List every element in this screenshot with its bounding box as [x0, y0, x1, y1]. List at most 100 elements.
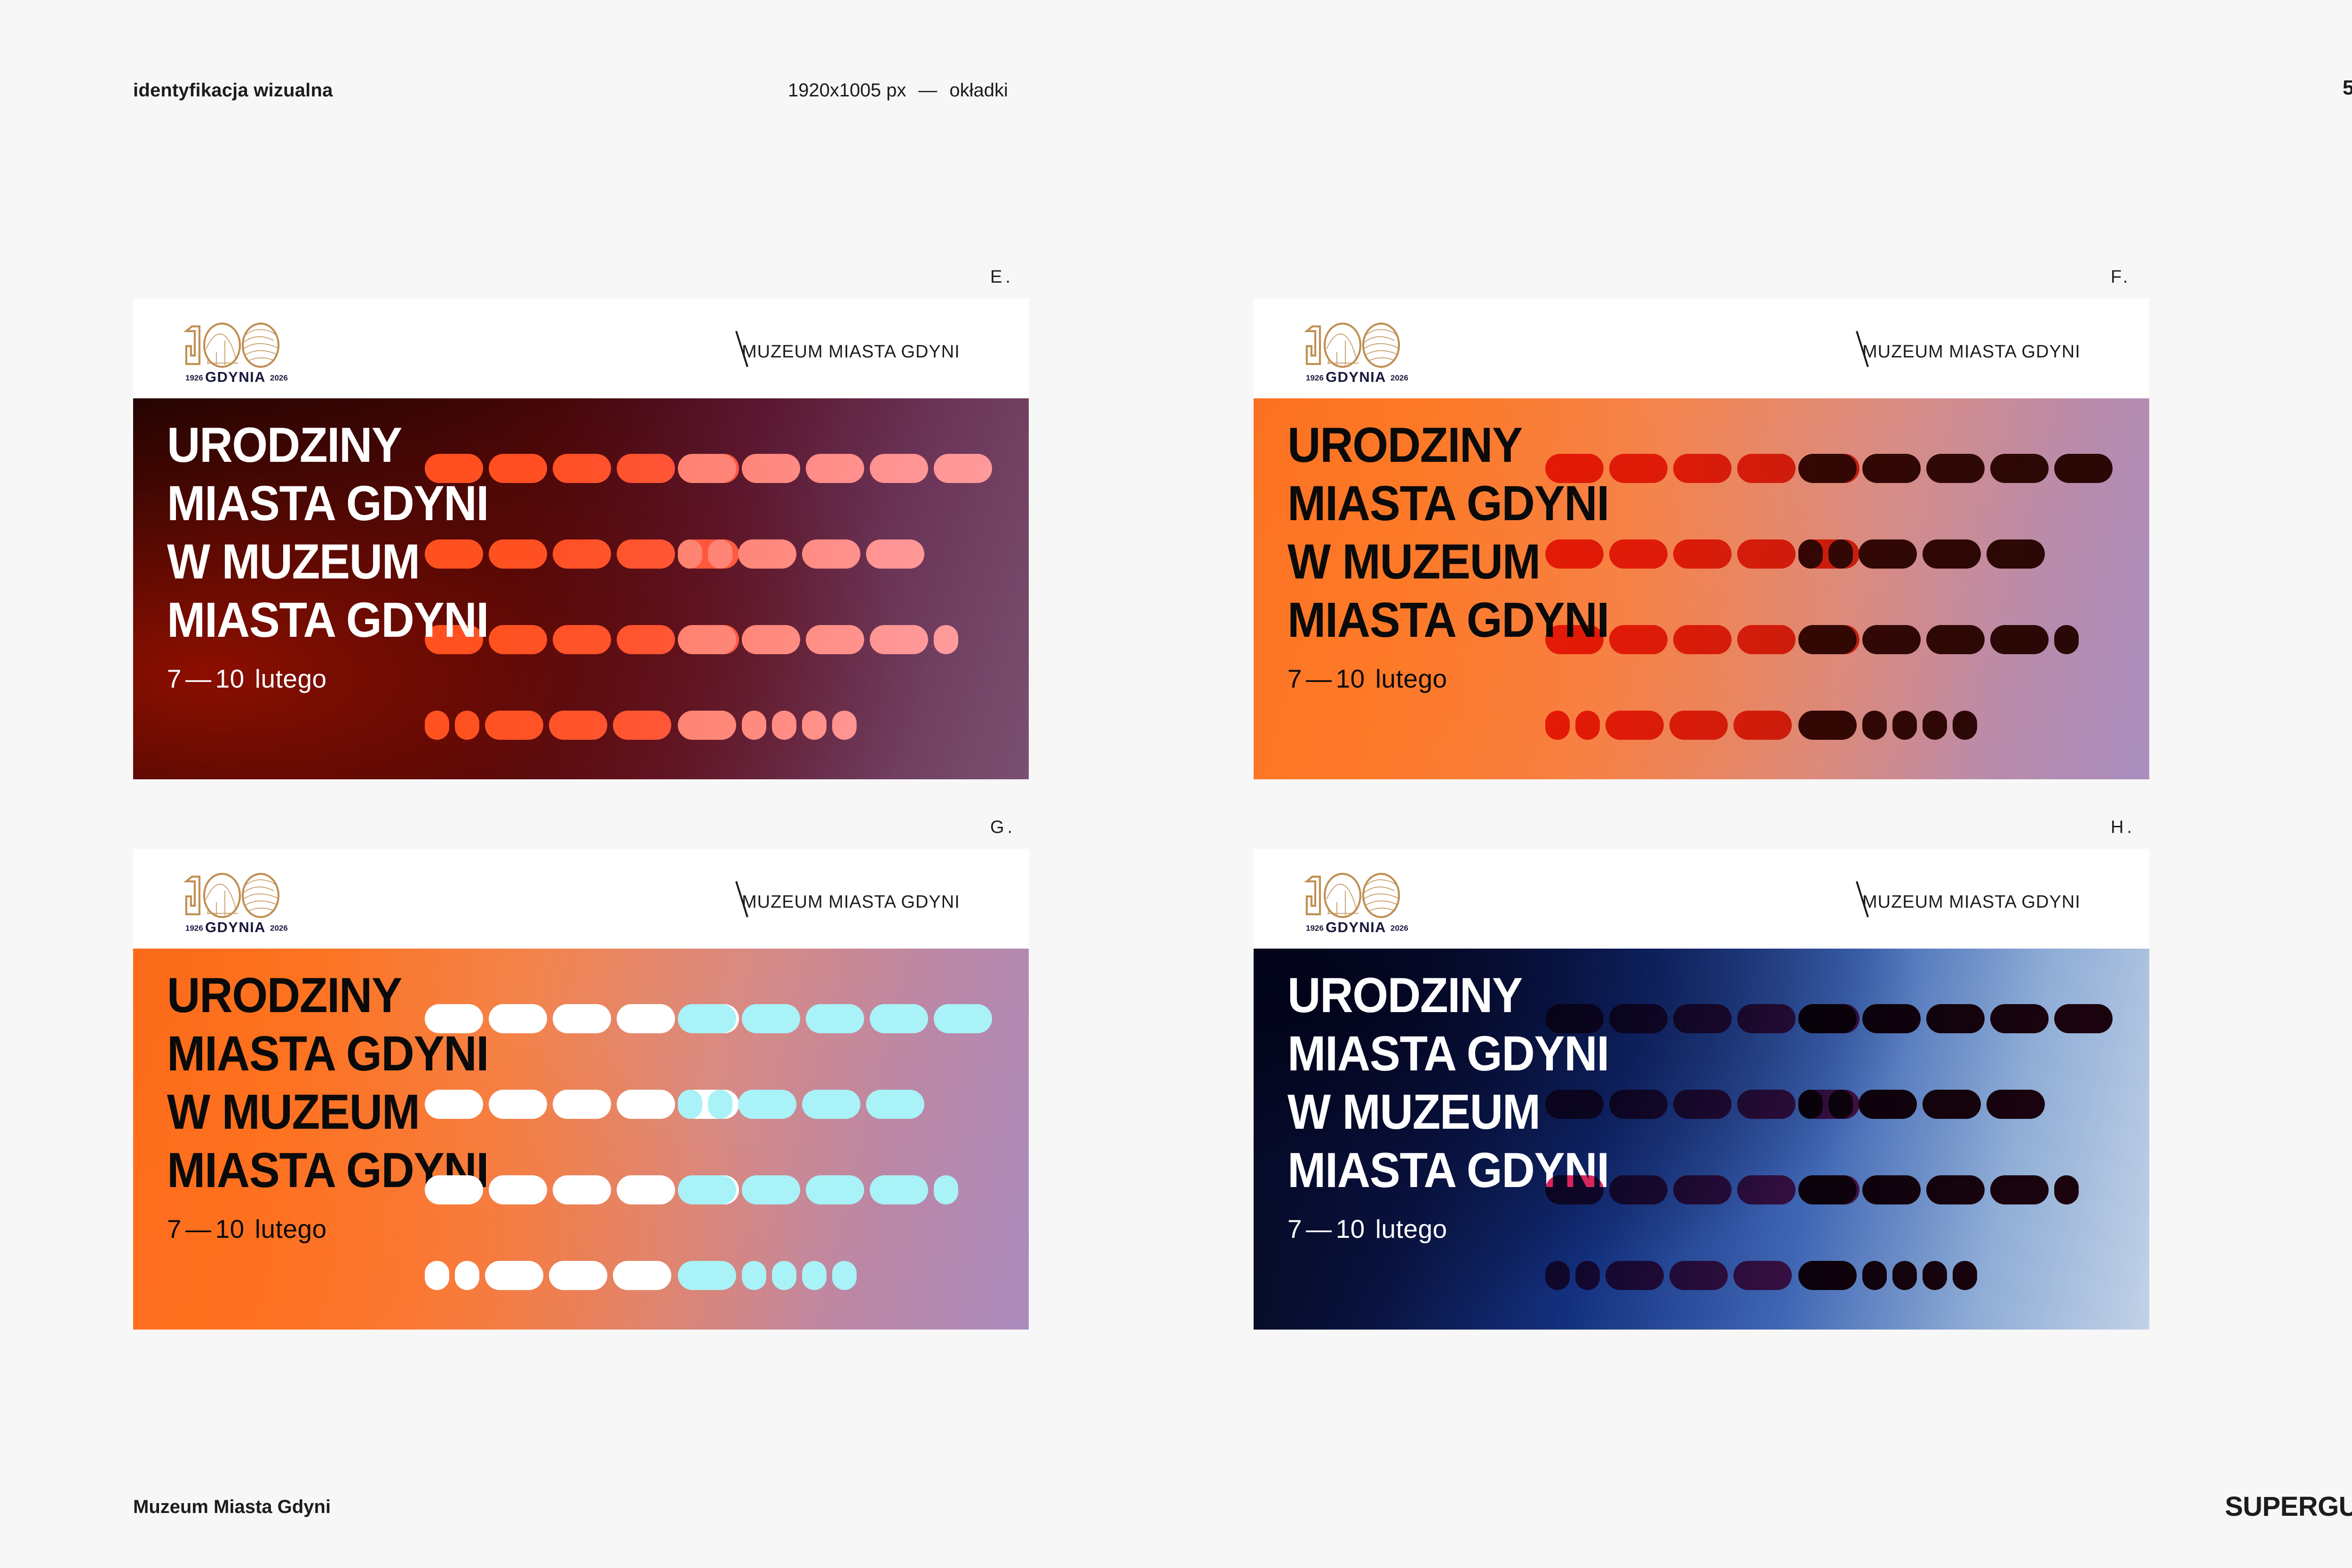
pill	[553, 625, 611, 654]
pill	[1828, 539, 1853, 569]
pill	[1545, 711, 1570, 740]
pill-gap	[1570, 1275, 1575, 1276]
headline-line-1: URODZINY	[1287, 968, 1523, 1023]
pill-gap	[547, 1104, 553, 1105]
pill-gap	[796, 725, 802, 726]
pill-gap	[1604, 1104, 1609, 1105]
pill	[1575, 711, 1600, 740]
pill-gap	[1887, 1275, 1892, 1276]
date-month: lutego	[1375, 1214, 1447, 1243]
pill	[1926, 1175, 1985, 1204]
pill-row	[1798, 711, 1977, 740]
pill-gap	[1947, 1275, 1953, 1276]
pill	[1990, 1175, 2049, 1204]
poster-artwork: URODZINY MIASTA GDYNI W MUZEUM MIASTA GD…	[1254, 949, 2149, 1330]
pill	[1609, 1090, 1668, 1119]
svg-text:GDYNIA: GDYNIA	[205, 919, 266, 934]
card-logo-band: 1926 GDYNIA 2026 MUZEUM MIASTA GDYNI	[1254, 849, 2149, 949]
pill-row	[678, 454, 992, 483]
pill-gap	[547, 468, 553, 469]
pill	[1923, 711, 1947, 740]
pill	[1669, 711, 1728, 740]
pill-gap	[1947, 725, 1953, 726]
svg-text:MUZEUM MIASTA GDYNI: MUZEUM MIASTA GDYNI	[742, 342, 960, 362]
pill	[1862, 1175, 1921, 1204]
pill-gap	[483, 468, 489, 469]
card-logo-band: 1926 GDYNIA 2026 MUZEUM MIASTA GDYNI	[133, 299, 1029, 398]
pill	[870, 1175, 928, 1204]
pill	[678, 625, 736, 654]
pill	[1862, 711, 1887, 740]
card-label-e: E.	[990, 267, 1014, 287]
pill-gap	[1857, 1275, 1862, 1276]
pill-gap	[702, 1104, 708, 1105]
pill-gap	[611, 468, 617, 469]
pill	[617, 454, 675, 483]
pill	[489, 1004, 547, 1033]
pill	[772, 711, 796, 740]
pill	[425, 1261, 449, 1290]
pill-row	[678, 625, 958, 654]
pill	[1673, 1004, 1732, 1033]
date-dash: —	[185, 1214, 212, 1243]
pill	[678, 711, 736, 740]
pill-gap	[796, 1275, 802, 1276]
pill	[1798, 1090, 1823, 1119]
pill	[1737, 625, 1796, 654]
pill	[553, 1175, 611, 1204]
pill	[806, 1004, 864, 1033]
pill	[1733, 711, 1792, 740]
pill-gap	[607, 1275, 613, 1276]
pill	[553, 1090, 611, 1119]
cover-card-f[interactable]: 1926 GDYNIA 2026 MUZEUM MIASTA GDYNI URO…	[1254, 299, 2149, 779]
pill-row	[678, 1175, 958, 1204]
pill-row	[678, 1004, 992, 1033]
pill	[1609, 625, 1668, 654]
headline-line-2: MIASTA GDYNI	[1287, 476, 1609, 531]
pill	[1673, 1175, 1732, 1204]
poster-headline: URODZINY MIASTA GDYNI W MUZEUM MIASTA GD…	[1287, 966, 1633, 1244]
pill	[708, 539, 732, 569]
pill	[1926, 454, 1985, 483]
pill-gap	[1728, 725, 1733, 726]
pill	[934, 1175, 958, 1204]
pill-gap	[1917, 1275, 1923, 1276]
cover-card-e[interactable]: 1926 GDYNIA 2026 MUZEUM MIASTA GDYNI URO…	[133, 299, 1029, 779]
poster-artwork: URODZINY MIASTA GDYNI W MUZEUM MIASTA GD…	[133, 398, 1029, 779]
pill	[613, 1261, 671, 1290]
cover-card-h[interactable]: 1926 GDYNIA 2026 MUZEUM MIASTA GDYNI URO…	[1254, 849, 2149, 1330]
pill	[425, 454, 483, 483]
pill-gap	[1668, 1104, 1673, 1105]
pill	[1798, 1261, 1857, 1290]
date-to: 10	[1335, 664, 1365, 693]
poster-date: 7—10 lutego	[167, 664, 512, 694]
cover-card-g[interactable]: 1926 GDYNIA 2026 MUZEUM MIASTA GDYNI URO…	[133, 849, 1029, 1330]
pill	[425, 539, 483, 569]
pill	[1926, 1004, 1985, 1033]
pill	[1798, 625, 1857, 654]
pill	[772, 1261, 796, 1290]
pill	[553, 1004, 611, 1033]
pill-gap	[1917, 725, 1923, 726]
card-label-f: F.	[2111, 267, 2131, 287]
pill	[1737, 1175, 1796, 1204]
pill	[934, 625, 958, 654]
pill	[485, 711, 543, 740]
pill	[1669, 1261, 1728, 1290]
pill	[617, 1090, 675, 1119]
pill	[1737, 1004, 1796, 1033]
headline-line-3: W MUZEUM	[167, 1085, 420, 1140]
pill-gap	[826, 725, 832, 726]
page-number: 5	[2343, 76, 2352, 99]
pill	[2054, 625, 2079, 654]
footer-studio-logo: SUPERGUT	[2225, 1491, 2352, 1522]
pill-gap	[607, 725, 613, 726]
poster-date: 7—10 lutego	[167, 1214, 512, 1244]
pill-gap	[1823, 1104, 1828, 1105]
pill	[806, 454, 864, 483]
pill	[678, 539, 702, 569]
pill	[802, 711, 826, 740]
pill	[1733, 1261, 1792, 1290]
pill	[1862, 1261, 1887, 1290]
pill	[1990, 454, 2049, 483]
